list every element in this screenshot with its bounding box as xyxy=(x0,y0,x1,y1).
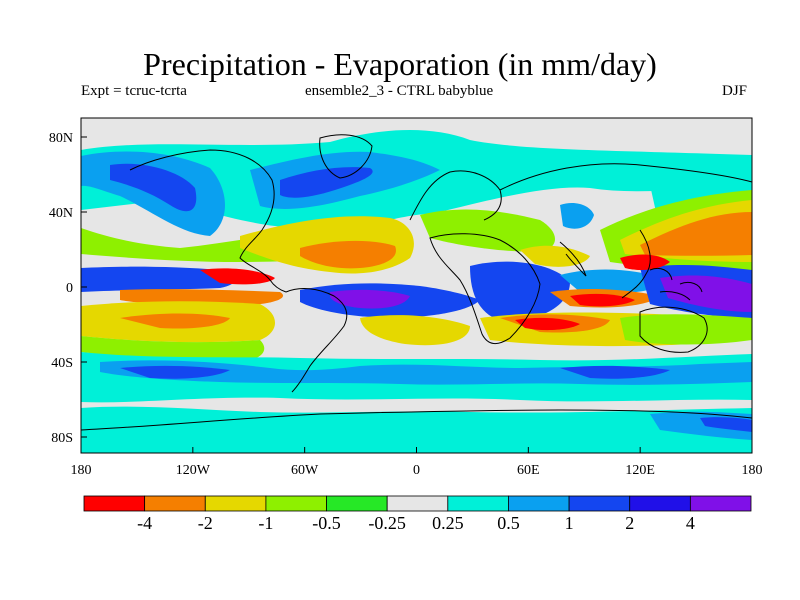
coastline-australia xyxy=(639,306,708,353)
lon-label: 120W xyxy=(176,463,211,478)
colorbar-label: 2 xyxy=(625,513,634,533)
coastline-europe xyxy=(409,170,502,221)
contour-darkblue-pacific-north xyxy=(110,163,197,212)
coastline-south-america xyxy=(285,288,348,393)
contour-red-south-indian xyxy=(515,317,580,331)
season-label: DJF xyxy=(722,83,748,99)
map-field xyxy=(81,118,752,453)
colorbar-label: -4 xyxy=(137,513,152,533)
colorbar-label: 1 xyxy=(565,513,574,533)
lon-label: 180 xyxy=(742,463,763,478)
contour-blue-siberia xyxy=(560,203,594,229)
lat-label: 80N xyxy=(49,131,73,146)
colorbar-swatch xyxy=(144,495,206,512)
colorbar-label: -1 xyxy=(258,513,273,533)
lat-label: 0 xyxy=(66,281,73,296)
lon-label: 0 xyxy=(413,463,420,478)
colorbar-swatch xyxy=(689,495,752,512)
coastline-africa xyxy=(429,233,541,344)
contour-red-indian-ocean xyxy=(570,293,635,307)
contour-darkblue-southern-indian xyxy=(560,365,670,379)
coastline-asia xyxy=(499,163,752,299)
colorbar-swatch xyxy=(447,495,509,512)
contour-purple-maritime xyxy=(660,275,752,312)
contour-yellow-south-atlantic xyxy=(360,315,470,346)
colorbar-label: -0.5 xyxy=(312,513,341,533)
lat-label: 80S xyxy=(51,431,73,446)
contour-red-itcz-pacific xyxy=(620,254,670,270)
lon-label: 120E xyxy=(625,463,655,478)
coastline-antarctica xyxy=(81,409,752,431)
contour-red-eq-pacific xyxy=(200,268,275,285)
contour-blue-africa xyxy=(470,261,570,322)
colorbar-swatch xyxy=(204,495,267,512)
colorbar-label: 4 xyxy=(686,513,695,533)
contour-purple-south-america xyxy=(330,289,410,309)
coastline-india xyxy=(559,241,587,277)
colorbar-swatch xyxy=(386,495,449,512)
latitude-axis: 80N 40N 0 40S 80S xyxy=(49,131,87,446)
contour-blue-southern-ocean xyxy=(100,360,752,385)
plot-title: Precipitation - Evaporation (in mm/day) xyxy=(143,46,657,82)
coastlines xyxy=(81,134,752,431)
lon-label: 180 xyxy=(71,463,92,478)
contour-darkblue-atlantic-north xyxy=(280,167,373,198)
lat-label: 40N xyxy=(49,206,73,221)
coastline-greenland xyxy=(319,134,373,179)
colorbar-swatch xyxy=(83,495,146,512)
ensemble-label: ensemble2_3 - CTRL babyblue xyxy=(305,83,494,99)
contour-darkblue-antarctic xyxy=(700,417,752,432)
colorbar-swatch xyxy=(508,495,570,512)
contour-orange-west-pacific xyxy=(640,212,752,256)
lon-label: 60E xyxy=(517,463,540,478)
lon-label: 60W xyxy=(291,463,319,478)
colorbar-swatch xyxy=(265,495,327,512)
colorbar-swatch xyxy=(629,495,691,512)
longitude-axis: 180 120W 60W 0 60E 120E 180 xyxy=(71,447,763,478)
experiment-label: Expt = tcruc-tcrta xyxy=(81,83,187,99)
contour-orange-south-pacific xyxy=(120,313,230,329)
colorbar-swatch xyxy=(568,495,631,512)
coastline-maritime-islands xyxy=(649,267,703,301)
contour-cyan-antarctic xyxy=(81,406,752,453)
colorbar-label: 0.5 xyxy=(497,513,520,533)
contour-green-australia xyxy=(620,314,752,345)
lat-label: 40S xyxy=(51,356,73,371)
colorbar-label: -0.25 xyxy=(368,513,406,533)
contour-blue-itcz-pacific xyxy=(81,266,235,292)
contour-orange-atlantic xyxy=(300,240,396,269)
colorbar-swatch xyxy=(326,495,388,512)
colorbar-label: 0.25 xyxy=(432,513,464,533)
contour-darkblue-southern-ocean xyxy=(120,365,230,379)
colorbar-label: -2 xyxy=(198,513,213,533)
coastline-north-america xyxy=(129,149,287,293)
contour-green-africa-north xyxy=(420,209,555,252)
colorbar: -4 -2 -1 -0.5 -0.25 0.25 0.5 1 2 4 xyxy=(83,495,752,533)
